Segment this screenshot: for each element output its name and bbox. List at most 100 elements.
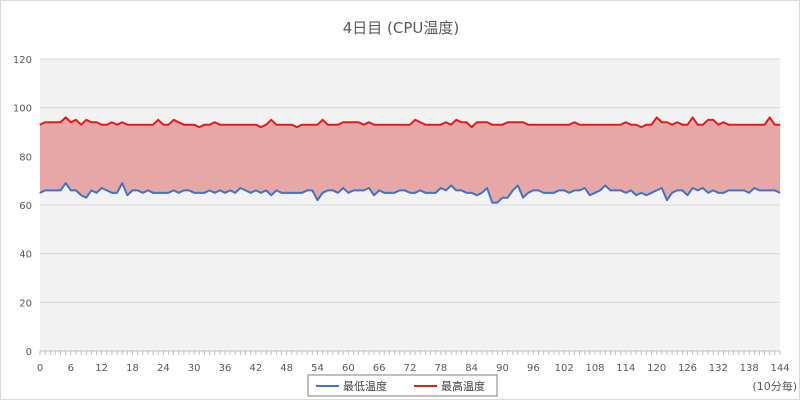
data-point-max — [404, 124, 406, 126]
data-point-min — [214, 192, 216, 194]
data-point-max — [311, 124, 313, 126]
data-point-min — [527, 192, 529, 194]
data-point-max — [471, 126, 473, 128]
data-point-max — [250, 124, 252, 126]
x-tick-label: 72 — [404, 363, 417, 374]
data-point-max — [239, 124, 242, 126]
data-point-max — [70, 121, 72, 123]
legend-label-min: 最低温度 — [343, 379, 387, 393]
data-point-min — [614, 189, 617, 191]
data-point-max — [224, 124, 226, 126]
data-point-max — [363, 124, 365, 126]
data-point-max — [90, 121, 92, 123]
data-point-max — [460, 121, 462, 123]
data-point-min — [347, 192, 349, 194]
data-point-max — [142, 124, 144, 126]
data-point-min — [342, 187, 344, 189]
data-point-max — [275, 124, 277, 126]
data-point-min — [445, 189, 447, 191]
data-point-min — [147, 189, 149, 191]
data-point-min — [255, 189, 257, 191]
data-point-max — [661, 121, 663, 123]
data-point-max — [49, 121, 51, 123]
data-point-min — [512, 189, 514, 191]
data-point-max — [316, 124, 319, 126]
x-tick-label: 108 — [585, 363, 604, 374]
data-point-min — [589, 194, 591, 196]
data-point-max — [296, 126, 298, 128]
data-point-min — [537, 189, 540, 191]
data-point-min — [650, 192, 653, 194]
data-point-max — [244, 124, 247, 126]
data-point-max — [548, 124, 550, 126]
data-point-max — [702, 124, 704, 126]
x-tick-label: 30 — [188, 363, 201, 374]
data-point-max — [388, 124, 391, 126]
x-tick-label: 48 — [280, 363, 293, 374]
data-point-max — [322, 119, 324, 121]
data-point-min — [162, 192, 164, 194]
data-point-max — [481, 121, 483, 123]
data-point-max — [630, 124, 632, 126]
legend-box — [307, 374, 498, 397]
data-point-max — [193, 124, 195, 126]
x-tick-label: 66 — [373, 363, 386, 374]
data-point-min — [80, 194, 82, 196]
data-point-max — [763, 124, 766, 126]
data-point-max — [429, 124, 432, 126]
data-point-min — [39, 192, 41, 194]
data-point-min — [75, 189, 77, 191]
data-point-min — [239, 187, 242, 189]
data-point-min — [383, 192, 385, 194]
y-tick-label: 120 — [13, 55, 32, 66]
data-point-max — [121, 121, 123, 123]
data-point-min — [763, 189, 766, 191]
data-point-min — [224, 192, 226, 194]
data-point-min — [424, 192, 427, 194]
data-point-max — [543, 124, 545, 126]
data-point-min — [774, 189, 776, 191]
data-point-max — [162, 124, 164, 126]
data-point-max — [507, 121, 509, 123]
data-point-min — [85, 197, 87, 199]
data-point-min — [234, 192, 236, 194]
x-tick-label: 18 — [126, 363, 139, 374]
data-point-max — [39, 124, 41, 126]
data-point-max — [486, 121, 488, 123]
data-point-max — [337, 124, 339, 126]
data-point-min — [167, 192, 170, 194]
data-point-max — [553, 124, 555, 126]
x-unit-note: (10分毎) — [752, 380, 797, 393]
data-point-min — [286, 192, 288, 194]
data-point-max — [712, 119, 714, 121]
data-point-max — [733, 124, 735, 126]
data-point-min — [440, 187, 442, 189]
data-point-max — [743, 124, 745, 126]
x-tick-label: 54 — [311, 363, 324, 374]
axes — [39, 350, 781, 355]
x-tick-label: 114 — [616, 363, 635, 374]
data-point-max — [358, 121, 360, 123]
data-point-max — [234, 124, 236, 126]
data-point-min — [733, 189, 735, 191]
data-point-min — [594, 192, 596, 194]
data-point-max — [522, 121, 524, 123]
data-point-max — [59, 121, 62, 123]
data-point-max — [342, 121, 344, 123]
data-point-min — [106, 189, 108, 191]
data-point-min — [198, 192, 200, 194]
data-point-min — [116, 192, 118, 194]
temperature-band — [40, 117, 780, 203]
data-point-min — [507, 197, 509, 199]
data-point-max — [501, 124, 504, 126]
data-point-max — [131, 124, 134, 126]
data-point-min — [142, 192, 144, 194]
data-point-max — [748, 124, 750, 126]
data-point-min — [578, 189, 581, 191]
data-point-min — [111, 192, 113, 194]
y-tick-label: 100 — [13, 104, 32, 115]
data-point-min — [491, 201, 493, 204]
x-tick-label: 138 — [740, 363, 759, 374]
data-point-min — [517, 184, 519, 187]
